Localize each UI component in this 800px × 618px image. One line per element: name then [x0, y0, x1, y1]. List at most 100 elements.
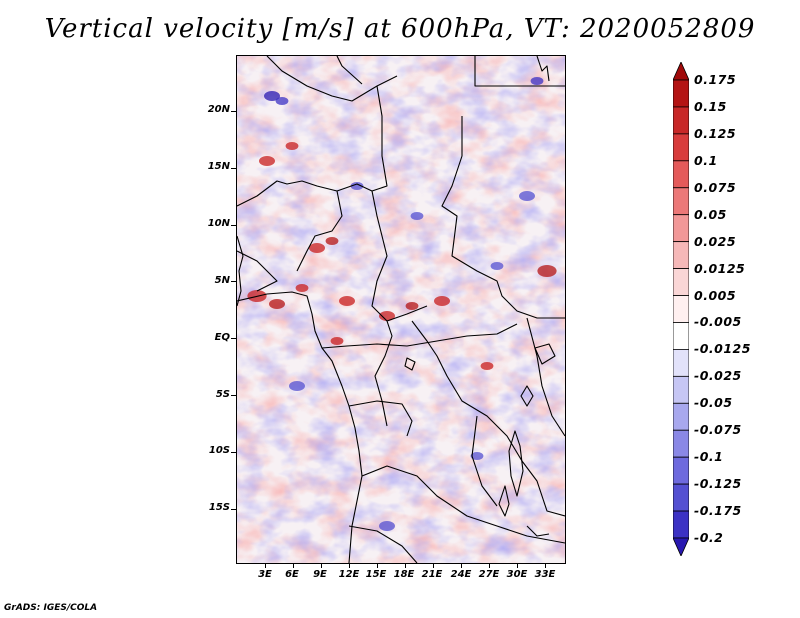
lon-label: 18E: [393, 569, 415, 580]
colorbar-label: 0.1: [694, 152, 718, 168]
boundary-line: [237, 291, 363, 563]
lon-label: 33E: [534, 569, 556, 580]
colorbar-segment: [673, 537, 689, 556]
colorbar-segment: [673, 241, 689, 269]
colorbar-segment: [673, 187, 689, 216]
colorbar-segment: [673, 349, 689, 377]
colorbar-label: -0.0125: [694, 341, 751, 357]
velocity-cell: [289, 381, 305, 391]
velocity-cell: [275, 97, 289, 105]
lat-tick: [231, 508, 236, 510]
colorbar-label: -0.075: [694, 422, 742, 438]
boundary-line: [348, 400, 413, 437]
colorbar-label: 0.0125: [694, 260, 746, 276]
boundary-line: [361, 465, 565, 544]
velocity-cell: [379, 521, 395, 531]
lat-label: 10S: [208, 445, 230, 456]
velocity-cell: [537, 265, 557, 277]
lon-label: 15E: [365, 569, 387, 580]
lon-label: 30E: [506, 569, 528, 580]
boundary-line: [348, 525, 418, 563]
lon-tick: [349, 563, 350, 568]
boundary-line: [404, 357, 416, 371]
colorbar-segment: [673, 322, 689, 350]
boundary-line: [441, 116, 565, 319]
boundary-line: [520, 385, 534, 407]
velocity-cell: [519, 191, 535, 201]
velocity-cell: [285, 142, 299, 150]
velocity-cell: [480, 362, 494, 370]
lon-tick: [377, 563, 378, 568]
lon-tick: [405, 563, 406, 568]
colorbar-segment: [673, 429, 689, 458]
velocity-cell: [405, 302, 419, 310]
lon-tick: [461, 563, 462, 568]
lon-label: 27E: [478, 569, 500, 580]
colorbar-label: -0.175: [694, 503, 742, 519]
velocity-cell: [410, 212, 424, 220]
boundary-line: [536, 56, 550, 82]
colorbar-label: -0.005: [694, 314, 742, 330]
map-panel: [236, 55, 566, 564]
lat-tick: [231, 111, 236, 112]
colorbar-segment: [673, 106, 689, 135]
lat-label: 10N: [207, 218, 230, 229]
colorbar-segment: [673, 456, 689, 485]
credit-text: GrADS: IGES/COLA: [4, 603, 98, 613]
lon-label: 24E: [450, 569, 472, 580]
lon-tick: [517, 563, 518, 568]
velocity-cell: [330, 337, 344, 345]
boundary-line: [474, 56, 565, 87]
lon-label: 21E: [421, 569, 443, 580]
lat-tick: [231, 281, 236, 283]
lat-tick: [231, 395, 236, 396]
velocity-cell: [530, 77, 544, 85]
vertical-velocity-field: [237, 56, 565, 563]
colorbar-segment: [673, 133, 689, 162]
boundary-line: [526, 525, 550, 537]
colorbar-label: -0.2: [694, 530, 724, 545]
colorbar-label: -0.1: [694, 449, 724, 465]
colorbar-label: 0.075: [694, 179, 737, 195]
lon-label: 3E: [258, 569, 272, 580]
lon-tick: [321, 563, 322, 568]
velocity-cell: [350, 182, 364, 190]
lat-label: EQ: [214, 332, 230, 343]
colorbar-segment: [673, 295, 689, 323]
colorbar-segment: [673, 402, 689, 431]
velocity-cell: [339, 296, 355, 306]
colorbar-label: 0.15: [694, 98, 727, 114]
boundary-line: [321, 323, 518, 349]
boundary-line: [237, 250, 278, 292]
lat-tick: [231, 224, 236, 226]
velocity-cell: [269, 299, 285, 309]
lat-tick: [231, 167, 236, 169]
boundary-line: [336, 56, 363, 85]
colorbar-segment: [673, 160, 689, 189]
colorbar-segment: [673, 510, 689, 539]
colorbar-segment: [673, 483, 689, 512]
lat-label: 5N: [214, 275, 230, 286]
velocity-cell: [309, 243, 325, 253]
velocity-cell: [379, 311, 395, 321]
boundary-line: [237, 180, 373, 207]
boundary-line: [411, 320, 565, 517]
lat-tick: [231, 338, 236, 340]
colorbar-segment: [673, 79, 689, 108]
velocity-cell: [490, 262, 504, 270]
lon-tick: [433, 563, 434, 568]
lon-tick: [265, 563, 266, 568]
boundary-line: [471, 415, 498, 507]
lat-label: 20N: [207, 104, 230, 115]
velocity-cell: [264, 91, 280, 101]
boundary-line: [508, 430, 524, 497]
colorbar-label: 0.175: [694, 72, 737, 87]
lon-tick: [293, 563, 294, 568]
lat-tick: [231, 451, 236, 453]
boundary-line: [526, 317, 565, 437]
boundary-line: [296, 190, 343, 272]
colorbar-label: 0.05: [694, 206, 727, 222]
lon-tick: [545, 563, 546, 568]
colorbar-label: 0.125: [694, 125, 737, 141]
boundary-line: [237, 235, 244, 307]
